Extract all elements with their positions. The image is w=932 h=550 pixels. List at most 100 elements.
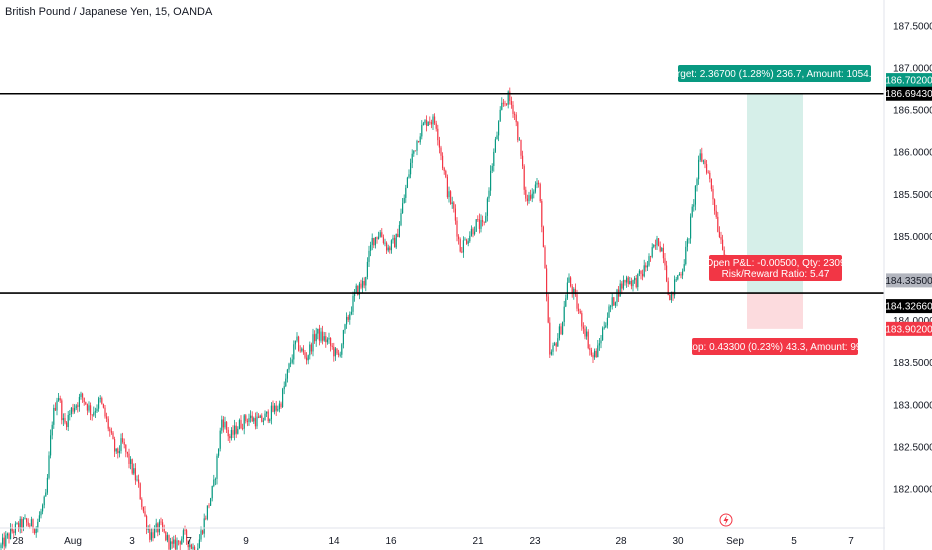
candle-body xyxy=(475,219,477,232)
candle-body xyxy=(205,518,207,520)
candle-body xyxy=(59,398,61,401)
candle-body xyxy=(347,316,349,320)
candle-body xyxy=(182,530,184,539)
candle-body xyxy=(614,302,616,306)
candle-body xyxy=(208,505,210,507)
candle-body xyxy=(632,280,634,287)
candle-body xyxy=(178,540,180,542)
candle-body xyxy=(181,538,183,545)
candle-body xyxy=(650,256,652,257)
candle-body xyxy=(648,256,650,266)
candle-body xyxy=(101,398,103,404)
candle-body xyxy=(560,326,562,335)
candle-body xyxy=(301,348,303,351)
pnl-box-bg xyxy=(709,255,842,281)
candle-body xyxy=(451,202,453,204)
candle-body xyxy=(462,240,464,253)
candle-body xyxy=(698,159,700,180)
candle-body xyxy=(699,153,701,160)
candle-body xyxy=(696,179,698,186)
candle-body xyxy=(627,277,629,284)
candle-body xyxy=(368,250,370,262)
candle-body xyxy=(701,153,703,162)
candle-body xyxy=(93,412,95,416)
candle-body xyxy=(544,247,546,269)
candle-body xyxy=(398,225,400,238)
resistance-price-tag: 186.69430 xyxy=(885,89,932,100)
time-tick-label: 28 xyxy=(12,536,24,547)
candle-body xyxy=(371,237,373,245)
candle-body xyxy=(517,122,519,141)
candle-body xyxy=(269,419,271,422)
candle-body xyxy=(669,295,671,301)
candle-body xyxy=(643,265,645,277)
candle-body xyxy=(582,326,584,329)
candle-body xyxy=(131,459,133,474)
time-tick-label: 23 xyxy=(529,536,541,547)
candle-body xyxy=(662,247,664,259)
candle-body xyxy=(77,405,79,407)
candle-body xyxy=(606,317,608,326)
candle-body xyxy=(216,455,218,479)
candle-body xyxy=(557,338,559,347)
price-tick-label: 187.00000 xyxy=(893,64,932,75)
candle-body xyxy=(514,113,516,115)
candle-body xyxy=(235,425,237,434)
candle-body xyxy=(390,240,392,251)
candle-body xyxy=(224,421,226,428)
time-tick-label: 21 xyxy=(472,536,484,547)
candle-body xyxy=(709,172,711,180)
candle-body xyxy=(306,357,308,361)
candle-body xyxy=(107,418,109,429)
candle-body xyxy=(58,398,60,401)
candle-body xyxy=(350,311,352,314)
candle-body xyxy=(125,444,127,452)
candle-body xyxy=(690,216,692,239)
candle-body xyxy=(678,274,680,276)
candle-body xyxy=(314,334,316,342)
candle-body xyxy=(693,204,695,207)
candle-body xyxy=(670,291,672,301)
candle-body xyxy=(42,505,44,512)
candle-body xyxy=(461,251,463,253)
candle-body xyxy=(346,316,348,325)
candle-body xyxy=(109,428,111,432)
candle-body xyxy=(608,306,610,318)
candle-body xyxy=(342,330,344,345)
candle-body xyxy=(453,202,455,209)
candle-body xyxy=(629,280,631,284)
candle-body xyxy=(584,328,586,337)
candle-body xyxy=(382,237,384,244)
candle-body xyxy=(194,546,196,550)
candle-body xyxy=(302,348,304,353)
current-price-tag: 184.33500 xyxy=(885,276,932,287)
candle-body xyxy=(198,539,200,549)
time-tick-label: 9 xyxy=(243,536,249,547)
candle-body xyxy=(349,313,351,320)
candle-body xyxy=(277,409,279,411)
candle-body xyxy=(394,237,396,248)
candle-body xyxy=(166,535,168,541)
candle-body xyxy=(280,403,282,407)
candle-body xyxy=(61,400,63,421)
candle-body xyxy=(365,276,367,286)
candle-body xyxy=(219,430,221,449)
candle-body xyxy=(330,338,332,346)
candle-body xyxy=(387,247,389,251)
candle-body xyxy=(336,348,338,354)
candle-body xyxy=(589,348,591,350)
target-price-tag: 186.70200 xyxy=(885,76,932,87)
candle-body xyxy=(96,408,98,412)
candle-body xyxy=(275,405,277,411)
candle-body xyxy=(320,331,322,341)
candle-body xyxy=(352,296,354,312)
candle-body xyxy=(638,270,640,274)
candle-body xyxy=(250,415,252,419)
candle-body xyxy=(675,279,677,281)
candle-body xyxy=(155,523,157,528)
candle-body xyxy=(53,407,55,425)
candle-body xyxy=(410,162,412,175)
candle-body xyxy=(323,336,325,341)
